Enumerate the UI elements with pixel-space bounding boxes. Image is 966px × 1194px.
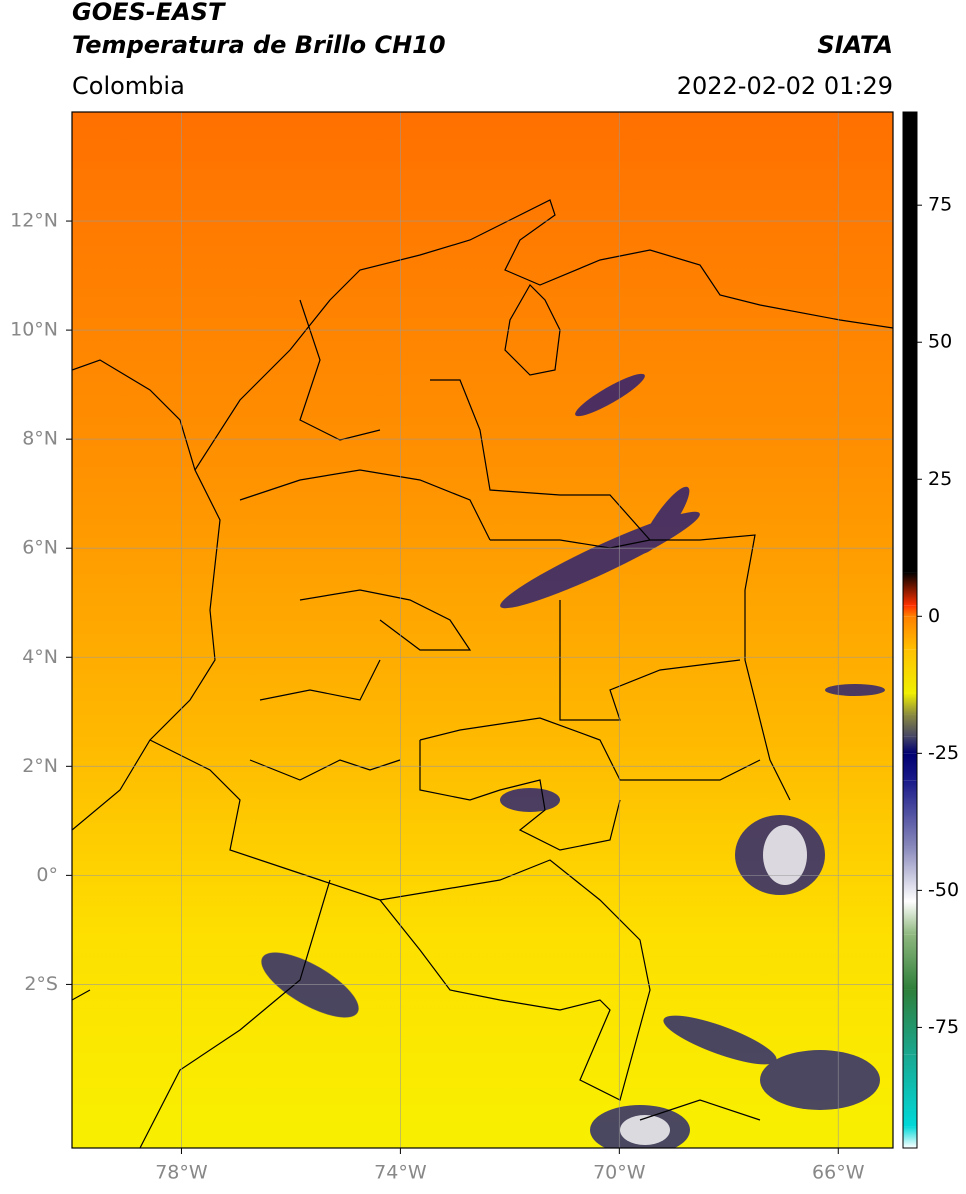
region: Colombia bbox=[72, 72, 185, 100]
colorbar-tick-label: -50 bbox=[928, 879, 959, 901]
border bbox=[419, 717, 761, 851]
colorbar-segment bbox=[903, 1126, 917, 1148]
x-tick-label: 66°W bbox=[812, 1162, 865, 1184]
border bbox=[72, 879, 761, 1148]
coastline bbox=[72, 359, 221, 831]
cloud bbox=[663, 1015, 777, 1065]
map-frame bbox=[71, 111, 894, 1149]
colorbar-segment bbox=[903, 780, 917, 847]
colorbar-tick-label: 25 bbox=[928, 468, 952, 490]
colorbar-tick-label: -25 bbox=[928, 742, 959, 764]
colorbar-segment bbox=[903, 1054, 917, 1127]
colorbar-segment bbox=[903, 605, 917, 617]
colorbar-segment bbox=[903, 572, 917, 606]
y-tick-label: 6°N bbox=[22, 537, 58, 559]
x-tick-label: 78°W bbox=[155, 1162, 208, 1184]
cloud bbox=[825, 684, 885, 696]
colorbar-segment bbox=[903, 901, 917, 935]
cloud bbox=[500, 788, 560, 812]
colorbar-segment bbox=[903, 934, 917, 990]
border bbox=[239, 299, 491, 781]
cloud bbox=[620, 1115, 670, 1145]
colorbar-segment bbox=[903, 112, 917, 573]
map-area bbox=[72, 112, 893, 1148]
border bbox=[149, 739, 651, 1101]
source: SIATA bbox=[817, 31, 893, 59]
colorbar-tick-label: 0 bbox=[928, 605, 940, 627]
border bbox=[490, 539, 741, 721]
temperature-field bbox=[72, 112, 893, 1148]
colorbar-tick-label: 50 bbox=[928, 331, 952, 353]
y-tick-label: 8°N bbox=[22, 428, 58, 450]
colorbar-tick-label: -75 bbox=[928, 1016, 959, 1038]
colorbar-segment bbox=[903, 616, 917, 650]
colorbar-segment bbox=[903, 736, 917, 754]
datetime: 2022-02-02 01:29 bbox=[677, 72, 893, 100]
y-tick-label: 2°N bbox=[22, 755, 58, 777]
coldest-clouds bbox=[620, 825, 807, 1145]
cloud bbox=[575, 373, 645, 417]
colorbar-segment bbox=[903, 693, 917, 715]
coastline bbox=[194, 199, 893, 471]
colorbar: 75 50 25 0 -25 -50 -75 bbox=[902, 111, 959, 1149]
y-tick-label: 10°N bbox=[10, 319, 58, 341]
y-tick-label: 0° bbox=[36, 864, 58, 886]
colorbar-segment bbox=[903, 649, 917, 694]
y-tick-label: 12°N bbox=[10, 210, 58, 232]
cloud bbox=[760, 1050, 880, 1110]
colorbar-tick-label: 75 bbox=[928, 194, 952, 216]
cloud bbox=[763, 825, 807, 885]
x-tick-label: 74°W bbox=[374, 1162, 427, 1184]
colorbar-segment bbox=[903, 753, 917, 781]
colorbar-segment bbox=[903, 714, 917, 737]
y-tick-label: 2°S bbox=[24, 973, 58, 995]
colorbar-segment bbox=[903, 989, 917, 1055]
cloud bbox=[640, 486, 690, 554]
y-tick-label: 4°N bbox=[22, 646, 58, 668]
colorbar-segment bbox=[903, 846, 917, 902]
colorbar-frame bbox=[902, 111, 918, 1149]
cloud bbox=[261, 952, 359, 1018]
borders bbox=[72, 199, 893, 1148]
lake bbox=[504, 284, 561, 376]
subtitle: Temperatura de Brillo CH10 bbox=[72, 31, 446, 59]
graticule bbox=[72, 112, 893, 1148]
x-tick-label: 70°W bbox=[593, 1162, 646, 1184]
title: GOES-EAST bbox=[72, 0, 226, 26]
